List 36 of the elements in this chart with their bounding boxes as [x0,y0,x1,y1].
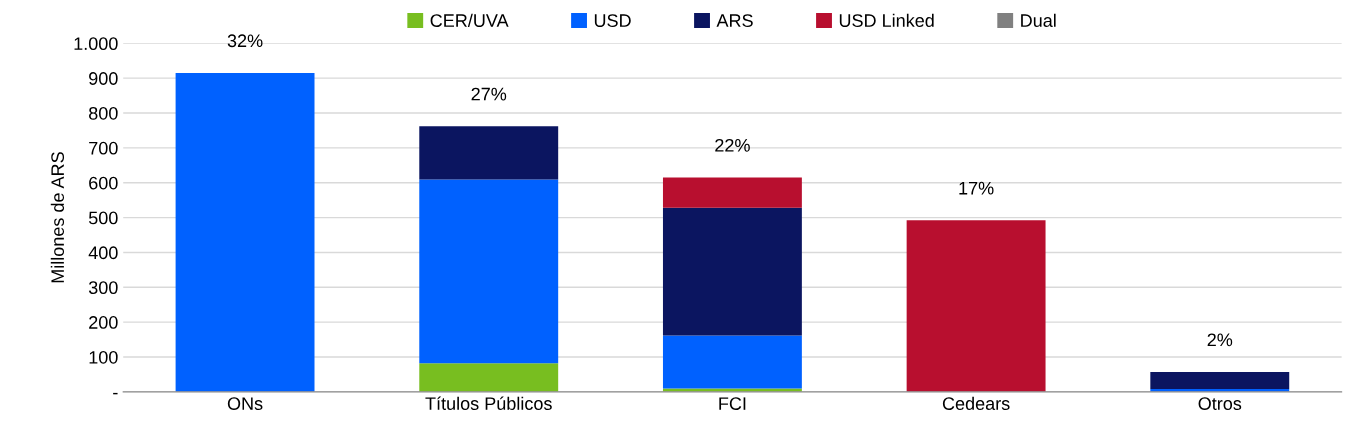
annotation: 27% [471,87,507,101]
annotation: 32% [227,34,263,48]
x-tick-label: FCI [719,397,746,410]
legend-label: ARS [716,14,753,27]
bar [1150,372,1290,390]
y-tick-label: - [113,392,118,395]
bar [662,207,802,336]
legend-label: CER/UVA [430,13,509,27]
y-tick-label: 500 [88,211,118,225]
y-tick-label: 700 [89,141,118,155]
y-tick-label: 1.000 [74,37,118,51]
legend-label: USD [594,14,631,27]
y-tick-label: 800 [89,106,118,120]
bar [175,72,315,392]
legend-label: Dual [1021,13,1056,27]
y-tick-label: 300 [88,281,118,295]
bar [906,220,1046,392]
x-tick-label: Otros [1198,397,1242,410]
bar [419,363,559,392]
bar [419,126,559,180]
y-tick-label: 600 [89,176,118,190]
y-tick-label: 100 [89,350,118,364]
x-tick-label: Títulos Públicos [425,396,552,410]
y-tick-label: 900 [89,72,118,85]
bar [662,177,802,208]
x-tick-label: Cedears [942,396,1010,410]
bar [662,335,802,389]
x-tick-label: ONs [227,397,263,410]
annotation: 17% [959,181,994,195]
y-tick-label: 400 [88,246,118,260]
y-tick-label: 200 [89,316,118,329]
legend-label: USD Linked [839,13,934,27]
y-axis-title: Millones de ARS [50,152,65,283]
annotation: 22% [715,138,750,152]
annotation: 2% [1207,333,1233,347]
bar [419,179,559,364]
